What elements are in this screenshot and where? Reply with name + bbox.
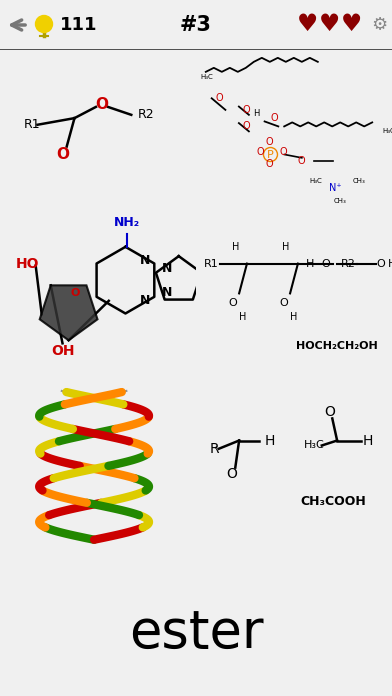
Text: R2: R2 [137,109,154,121]
Text: H: H [363,434,373,448]
Text: H: H [306,259,314,269]
Text: CH₃: CH₃ [333,198,346,204]
Text: H: H [388,259,392,269]
Text: HOCH₂CH₂OH: HOCH₂CH₂OH [296,341,378,351]
Text: O: O [256,146,264,157]
Text: H₃C: H₃C [382,128,392,134]
Text: O: O [216,93,223,103]
Text: R: R [210,442,220,456]
Text: N: N [140,294,150,307]
Text: O: O [265,136,273,146]
Text: 111: 111 [60,16,98,34]
Text: P: P [267,150,274,159]
Text: O: O [243,121,250,132]
Text: O: O [226,466,237,481]
Text: H₃C: H₃C [310,178,323,184]
Text: H: H [290,312,298,322]
Text: HO: HO [16,257,39,271]
Text: ♥: ♥ [340,12,361,36]
Text: O: O [270,113,278,123]
Text: H₃C: H₃C [304,441,325,450]
Text: O: O [324,406,335,420]
Text: R1: R1 [204,259,219,269]
Text: N: N [162,262,172,275]
Text: CH₃: CH₃ [353,178,366,184]
Text: O: O [376,259,385,269]
Text: O: O [280,299,289,308]
Text: O: O [243,105,250,115]
Text: H: H [265,434,275,448]
Text: N⁺: N⁺ [329,182,342,193]
Text: O: O [321,259,330,269]
Text: O: O [229,299,238,308]
Circle shape [36,15,53,33]
Text: ⚙: ⚙ [371,16,387,34]
Text: NH₂: NH₂ [114,216,140,228]
Text: H: H [240,312,247,322]
Text: CH₃COOH: CH₃COOH [300,496,366,508]
Text: R1: R1 [24,118,40,132]
Text: ester: ester [129,608,263,660]
Text: O: O [265,159,273,168]
Text: H₃C: H₃C [200,74,213,80]
Text: OH: OH [51,344,74,358]
Text: N: N [140,253,150,267]
Text: H: H [253,109,259,118]
Text: #3: #3 [180,15,212,35]
Text: N: N [162,285,172,299]
Text: R2: R2 [341,259,356,269]
Text: ♥: ♥ [296,12,318,36]
Text: H: H [232,242,239,252]
Text: O: O [95,97,109,113]
Text: ♥: ♥ [318,12,339,36]
Text: H: H [283,242,290,252]
Text: O: O [71,288,80,298]
Text: O: O [279,146,287,157]
Text: O: O [56,147,69,162]
Polygon shape [40,285,98,340]
Text: O: O [298,157,305,166]
